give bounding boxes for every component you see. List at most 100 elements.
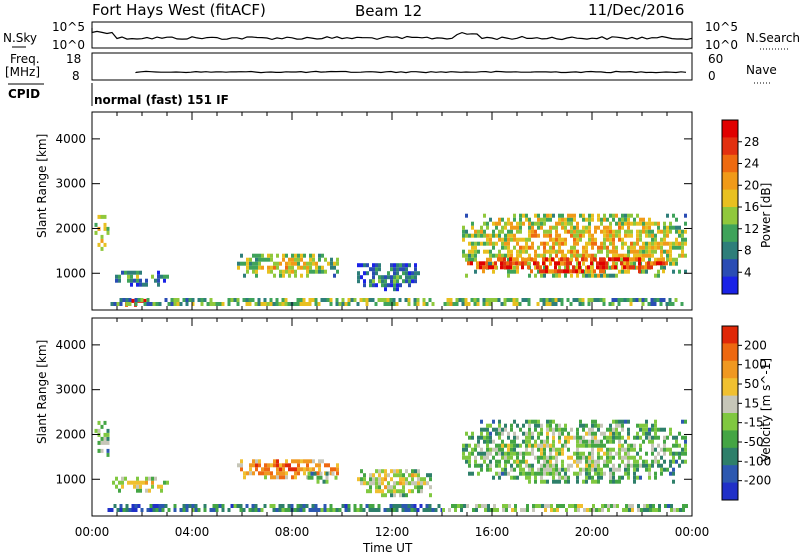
velocity-cell	[673, 508, 676, 512]
velocity-colorbar-label: Velocity [m s^-1]	[759, 358, 773, 462]
velocity-cell	[639, 423, 642, 428]
velocity-cell	[607, 504, 610, 508]
velocity-cell	[528, 427, 531, 432]
velocity-cell	[618, 475, 621, 480]
power-cell	[288, 273, 291, 278]
power-cell	[489, 217, 492, 222]
power-cell	[666, 249, 669, 254]
velocity-ytick-label: 2000	[55, 427, 86, 441]
power-cell	[240, 253, 243, 258]
velocity-cell	[678, 463, 681, 468]
power-cell	[297, 265, 300, 270]
velocity-cell	[498, 459, 501, 464]
power-cell	[560, 257, 563, 262]
velocity-cell	[564, 475, 567, 480]
power-cell	[324, 257, 327, 262]
velocity-cell	[609, 435, 612, 440]
velocity-colorbar-tick-label: -100	[744, 454, 771, 468]
velocity-cell	[323, 508, 327, 512]
velocity-cell	[420, 489, 423, 494]
velocity-cell	[483, 451, 486, 456]
power-cell	[335, 302, 339, 306]
power-cell	[399, 267, 402, 272]
power-cell	[245, 298, 249, 302]
velocity-cell	[540, 427, 543, 432]
velocity-cell	[546, 419, 549, 424]
velocity-cell	[194, 508, 198, 512]
velocity-cell	[296, 508, 300, 512]
power-cell	[522, 245, 525, 250]
power-cell	[534, 257, 537, 262]
velocity-cell	[115, 476, 118, 481]
velocity-cell	[627, 435, 630, 440]
power-cell	[143, 302, 147, 306]
power-cell	[485, 302, 489, 306]
velocity-cell	[534, 419, 537, 424]
velocity-cell	[669, 471, 672, 476]
power-cell	[260, 302, 264, 306]
velocity-cell	[549, 459, 552, 464]
velocity-cell	[642, 423, 645, 428]
power-cell	[372, 267, 375, 272]
power-cell	[537, 221, 540, 226]
power-cell	[528, 217, 531, 222]
velocity-cell	[353, 508, 357, 512]
power-cell	[569, 269, 572, 274]
power-cell	[612, 273, 615, 278]
velocity-cell	[633, 447, 636, 452]
velocity-cell	[528, 471, 531, 476]
power-cell	[564, 217, 567, 222]
velocity-cell	[273, 463, 276, 468]
velocity-cell	[285, 471, 288, 476]
power-cell	[657, 257, 660, 262]
power-cell	[549, 237, 552, 242]
velocity-cell	[396, 469, 399, 474]
power-cell	[100, 214, 104, 219]
velocity-cell	[510, 427, 513, 432]
velocity-cell	[252, 471, 255, 476]
velocity-cell	[372, 473, 375, 478]
power-cell	[600, 229, 603, 234]
power-cell	[542, 269, 545, 274]
power-cell	[555, 233, 558, 238]
power-cell	[396, 267, 399, 272]
power-cell	[666, 233, 669, 238]
velocity-cell	[498, 435, 501, 440]
power-cell	[513, 225, 516, 230]
velocity-cell	[628, 508, 631, 512]
power-cell	[458, 298, 462, 302]
velocity-cell	[633, 475, 636, 480]
power-cell	[136, 278, 139, 283]
power-cell	[269, 298, 273, 302]
power-cell	[564, 237, 567, 242]
power-cell	[632, 298, 636, 302]
power-cell	[609, 233, 612, 238]
power-cell	[638, 269, 641, 274]
velocity-cell	[639, 475, 642, 480]
velocity-cell	[288, 467, 291, 472]
velocity-cell	[579, 439, 582, 444]
velocity-cell	[598, 508, 601, 512]
power-cell	[554, 269, 557, 274]
power-cell	[627, 217, 630, 222]
power-cell	[375, 271, 378, 276]
velocity-cell	[519, 467, 522, 472]
velocity-cell	[585, 443, 588, 448]
power-cell	[551, 298, 555, 302]
velocity-cell	[537, 423, 540, 428]
power-cell	[255, 265, 258, 270]
power-cell	[624, 253, 627, 258]
velocity-cell	[624, 439, 627, 444]
velocity-cell	[97, 420, 101, 425]
power-cell	[479, 261, 482, 266]
velocity-cell	[106, 428, 110, 433]
velocity-cell	[558, 439, 561, 444]
velocity-cell	[550, 504, 553, 508]
velocity-cell	[393, 493, 396, 498]
power-cell	[130, 270, 133, 275]
velocity-cell	[483, 439, 486, 444]
velocity-cell	[344, 504, 348, 508]
velocity-cell	[100, 448, 104, 453]
power-cell	[383, 298, 387, 302]
velocity-cell	[604, 504, 607, 508]
